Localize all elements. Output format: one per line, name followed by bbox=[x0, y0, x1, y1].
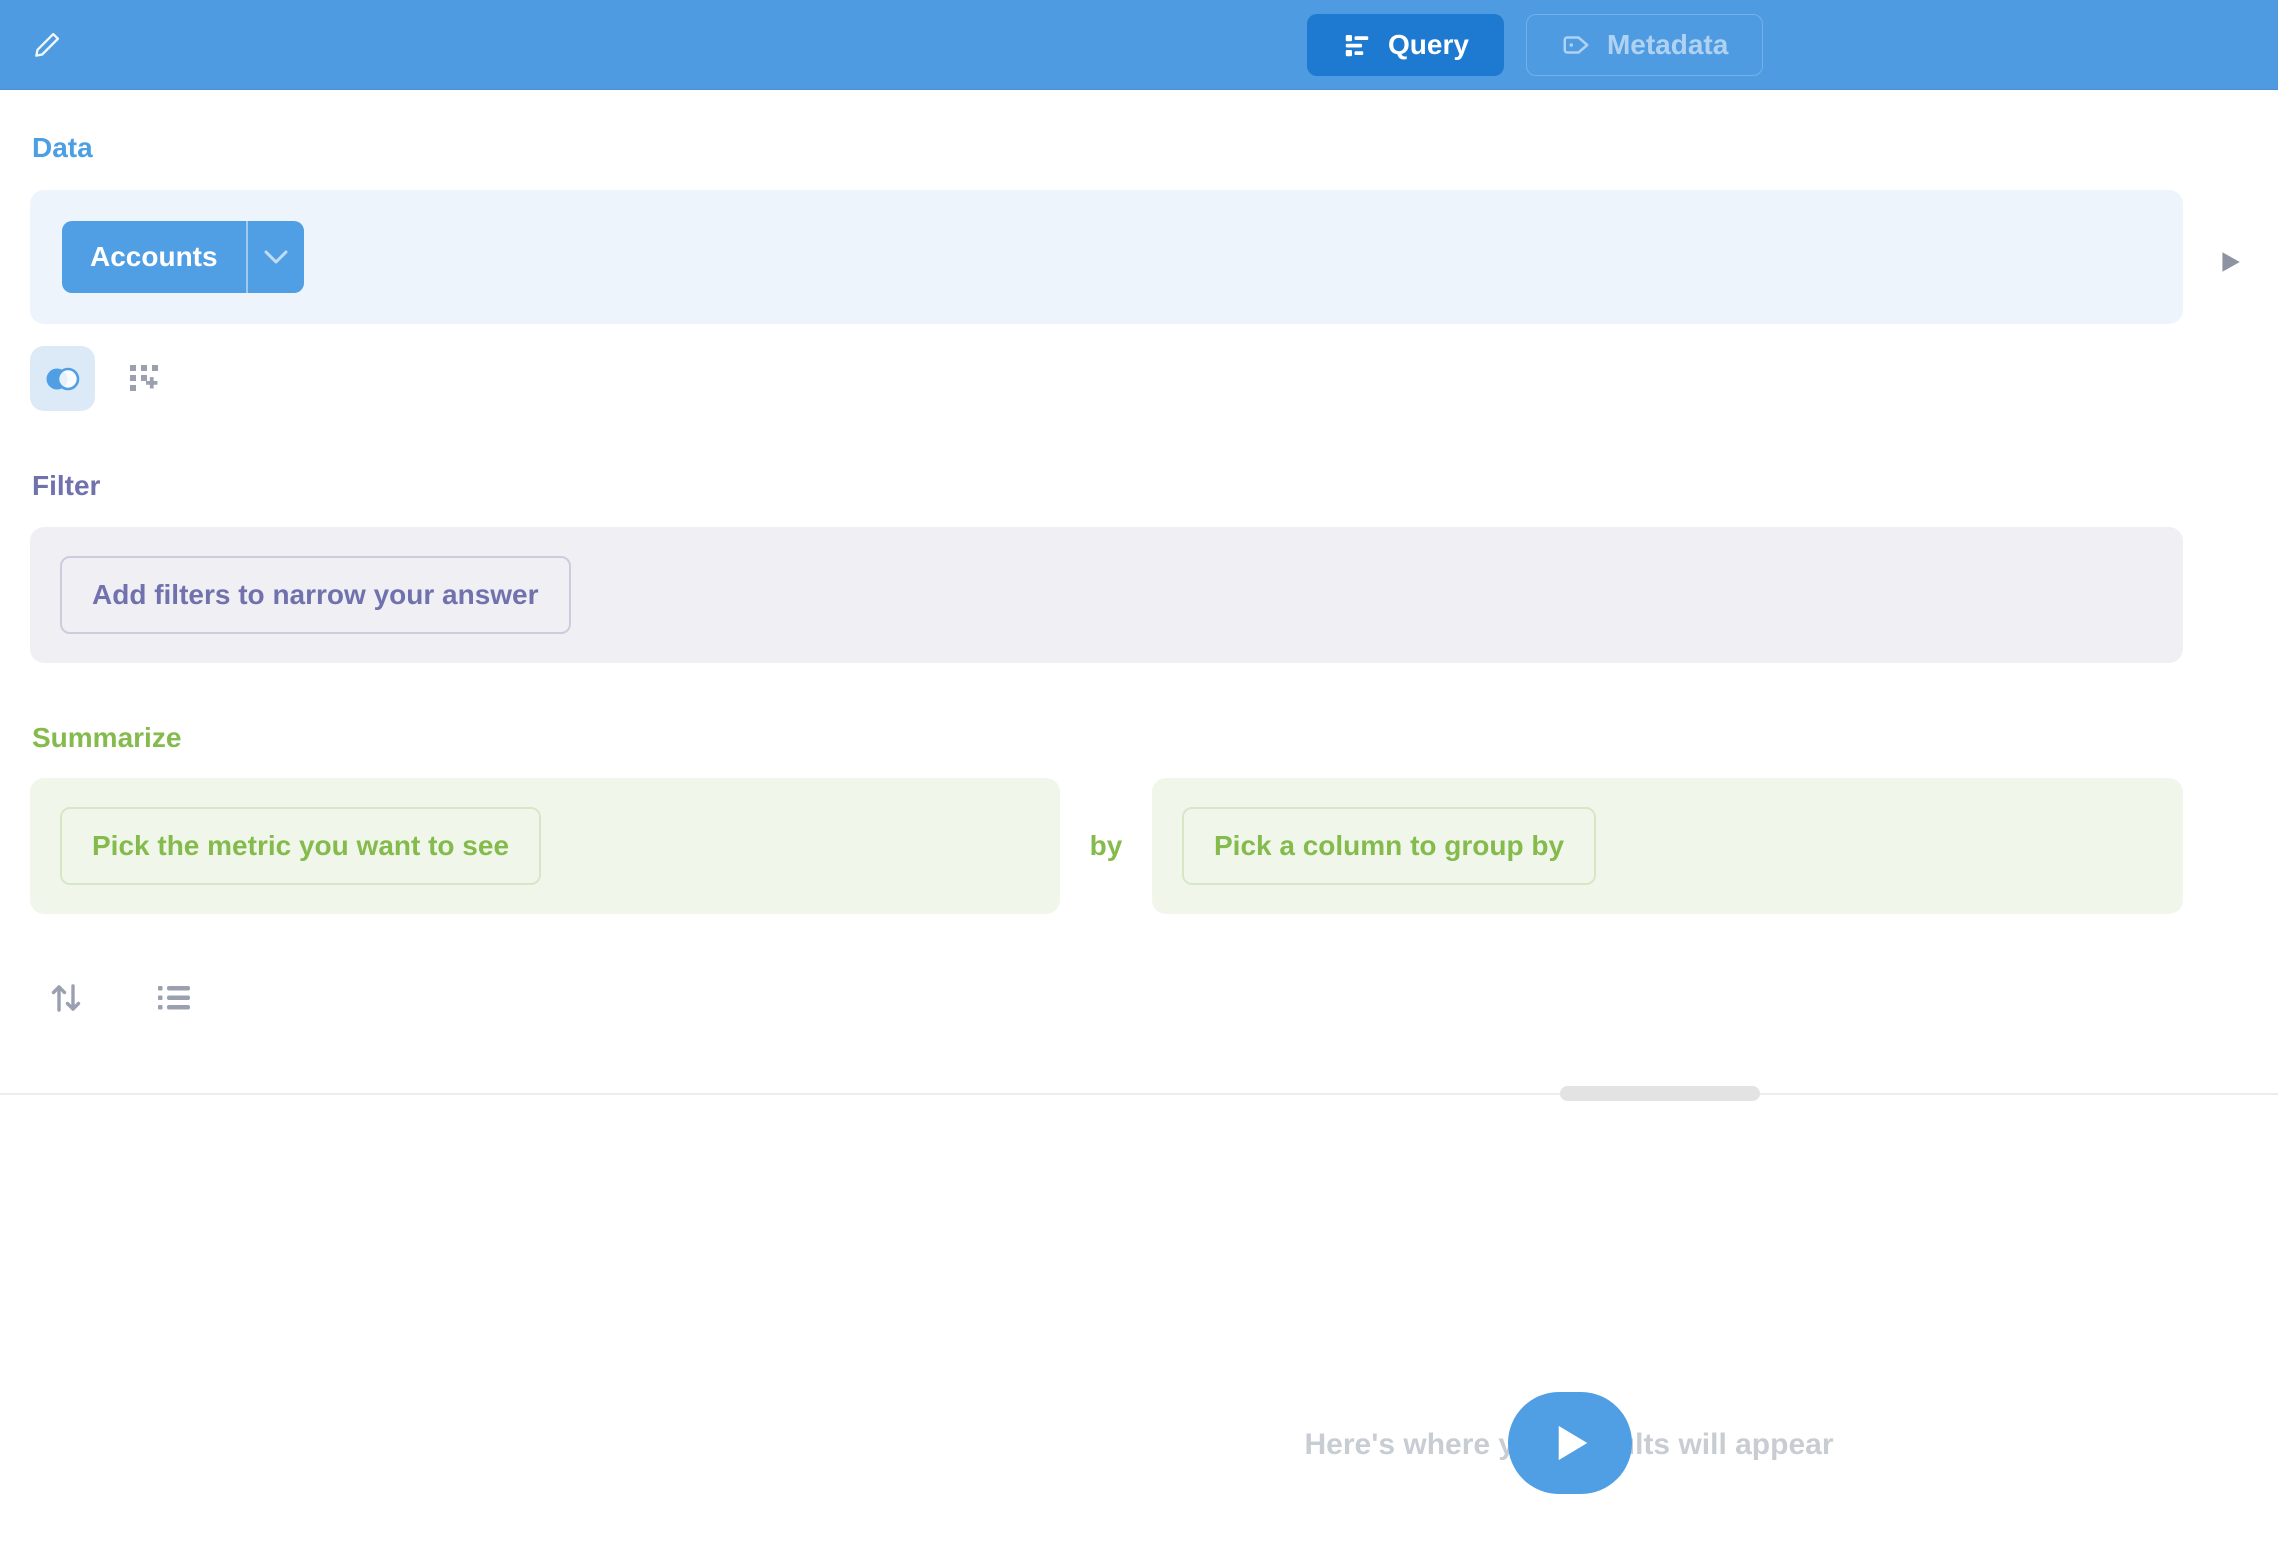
view-toggle: Query Metadata bbox=[1307, 14, 1764, 76]
data-preview-button[interactable] bbox=[2208, 240, 2252, 284]
data-source-button[interactable]: Accounts bbox=[62, 221, 304, 293]
summarize-row: Pick the metric you want to see by Pick … bbox=[30, 778, 2183, 914]
row-limit-button[interactable] bbox=[154, 978, 194, 1018]
row-limit-list-icon bbox=[158, 986, 190, 1010]
join-data-button[interactable] bbox=[30, 346, 95, 411]
pick-group-by-button[interactable]: Pick a column to group by bbox=[1182, 807, 1597, 885]
pencil-icon bbox=[35, 32, 60, 57]
by-label: by bbox=[1089, 830, 1123, 861]
sort-icon bbox=[51, 984, 81, 1012]
preview-play-icon bbox=[2222, 252, 2240, 272]
filter-panel: Add filters to narrow your answer bbox=[30, 527, 2183, 663]
edit-title-button[interactable] bbox=[28, 24, 68, 64]
custom-column-button[interactable] bbox=[125, 357, 169, 401]
data-section-label: Data bbox=[32, 132, 93, 163]
join-venn-icon bbox=[46, 367, 79, 390]
custom-column-plus-icon bbox=[130, 364, 158, 391]
notebook-results-divider bbox=[0, 1093, 2278, 1095]
tab-query[interactable]: Query bbox=[1307, 14, 1504, 76]
filter-section-label: Filter bbox=[32, 470, 101, 501]
breakout-panel: Pick a column to group by bbox=[1152, 778, 2183, 914]
data-action-row bbox=[30, 346, 169, 411]
sort-button[interactable] bbox=[46, 978, 86, 1018]
pick-metric-button[interactable]: Pick the metric you want to see bbox=[60, 807, 542, 885]
add-filter-button[interactable]: Add filters to narrow your answer bbox=[60, 556, 571, 634]
chevron-down-icon bbox=[264, 250, 288, 264]
aggregation-panel: Pick the metric you want to see bbox=[30, 778, 1060, 914]
tab-metadata[interactable]: Metadata bbox=[1525, 14, 1764, 76]
run-query-button[interactable] bbox=[1508, 1392, 1632, 1494]
data-panel: Accounts bbox=[30, 190, 2183, 324]
summarize-section-label: Summarize bbox=[32, 722, 182, 753]
notebook-list-icon bbox=[1345, 35, 1369, 57]
play-icon bbox=[1558, 1425, 1588, 1461]
data-source-dropdown[interactable] bbox=[245, 221, 304, 293]
resize-drag-handle[interactable] bbox=[1560, 1086, 1760, 1101]
tab-metadata-label: Metadata bbox=[1606, 29, 1729, 60]
app-header: Query Metadata bbox=[0, 0, 2278, 90]
tag-icon bbox=[1563, 36, 1589, 54]
data-source-name[interactable]: Accounts bbox=[90, 241, 218, 272]
result-step-actions bbox=[46, 978, 194, 1018]
tab-query-label: Query bbox=[1388, 29, 1469, 60]
